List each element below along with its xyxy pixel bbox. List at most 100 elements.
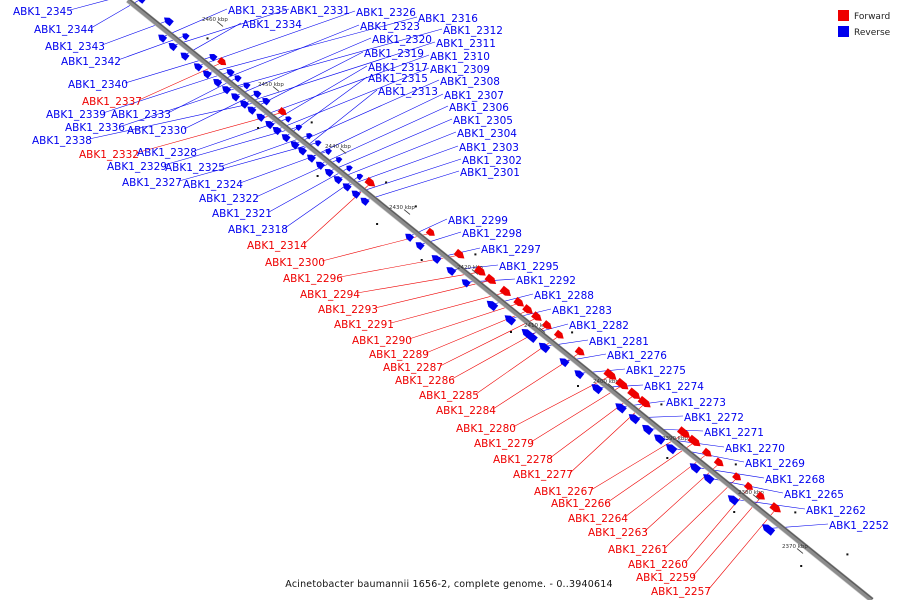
gene-label: ABK1_2285 xyxy=(419,390,479,402)
leader-line xyxy=(321,232,432,262)
gene-arrow-abk1-2290 xyxy=(513,296,524,307)
gene-arrow-abk1-2269 xyxy=(665,444,678,455)
gene-arrow-abk1-2305 xyxy=(324,169,334,178)
leader-line xyxy=(310,93,444,158)
gene-arrow-abk1-2259 xyxy=(755,491,765,500)
gene-arrow-abk1-2281 xyxy=(538,342,551,354)
leader-line xyxy=(88,100,266,140)
tick-mark xyxy=(339,148,347,154)
gene-label: ABK1_2324 xyxy=(183,179,243,191)
gene-label: ABK1_2259 xyxy=(636,572,696,584)
leader-line xyxy=(161,8,228,38)
gene-arrow-abk1-2329 xyxy=(295,124,303,131)
gene-label: ABK1_2283 xyxy=(552,305,612,317)
tick-mark xyxy=(676,440,684,446)
tick-label: 2390 kbp xyxy=(662,436,688,442)
leader-line xyxy=(259,54,430,117)
minor-feature xyxy=(846,553,849,556)
gene-arrow-abk1-2260 xyxy=(744,481,753,490)
gene-label: ABK1_2296 xyxy=(283,273,343,285)
minor-feature xyxy=(794,511,797,514)
tick-label: 2380 kbp xyxy=(738,490,764,496)
gene-label: ABK1_2312 xyxy=(443,25,503,37)
leader-line xyxy=(363,170,460,201)
gene-label: ABK1_2299 xyxy=(448,215,508,227)
leader-line xyxy=(339,254,461,278)
gene-arrow-abk1-2285 xyxy=(553,329,564,339)
gene-arrow-abk1-2308 xyxy=(290,141,300,150)
tick-label: 2410 kbp xyxy=(524,323,550,329)
tick-label: 2430 kbp xyxy=(389,205,415,211)
gene-arrow-abk1-2277 xyxy=(637,395,651,408)
gene-arrow-abk1-2295 xyxy=(446,267,457,276)
minor-feature xyxy=(510,331,512,333)
gene-label: ABK1_2268 xyxy=(765,474,825,486)
tick-mark xyxy=(216,21,224,27)
gene-label: ABK1_2278 xyxy=(493,454,553,466)
gene-arrow-abk1-2315 xyxy=(281,134,291,143)
minor-feature xyxy=(414,205,417,208)
leader-line xyxy=(451,325,549,380)
leader-line xyxy=(221,135,309,167)
leader-line xyxy=(234,37,372,97)
gene-label: ABK1_2339 xyxy=(46,109,106,121)
gene-arrow-abk1-2272 xyxy=(628,414,641,425)
tick-label: 2420 kbp xyxy=(457,265,483,271)
gene-label: ABK1_2284 xyxy=(436,405,496,417)
gene-label: ABK1_2266 xyxy=(551,498,611,510)
gene-arrow-abk1-2336 xyxy=(243,82,251,90)
gene-label: ABK1_2293 xyxy=(318,304,378,316)
tick-mark xyxy=(538,327,546,333)
gene-arrow-abk1-2339 xyxy=(226,69,235,77)
leader-line xyxy=(607,441,696,503)
minor-feature xyxy=(734,463,737,466)
tick-mark xyxy=(272,86,280,92)
gene-arrow-abk1-2261 xyxy=(732,472,741,481)
minor-feature xyxy=(385,181,388,184)
leader-line xyxy=(644,462,720,532)
gene-arrow-abk1-2291 xyxy=(499,285,511,296)
gene-label: ABK1_2291 xyxy=(334,319,394,331)
gene-arrow-abk1-2278 xyxy=(627,387,641,399)
minor-feature xyxy=(733,511,736,513)
gene-arrow-abk1-2314 xyxy=(364,176,376,187)
gene-arrow-abk1-2262 xyxy=(727,495,740,506)
leader-line xyxy=(124,56,213,84)
gene-arrow-abk1-2267 xyxy=(677,426,691,438)
leader-line xyxy=(225,28,443,90)
gene-arrow-abk1-2306 xyxy=(315,161,325,170)
tick-mark xyxy=(796,548,804,554)
leader-line xyxy=(193,118,288,152)
gene-label: ABK1_2326 xyxy=(356,7,416,19)
gene-arrow-abk1-2342 xyxy=(182,33,190,41)
gene-label: ABK1_2289 xyxy=(369,349,429,361)
gene-arrow-abk1-2299 xyxy=(405,233,415,242)
minor-feature xyxy=(316,175,319,177)
gene-label: ABK1_2321 xyxy=(212,208,272,220)
leader-lines xyxy=(69,0,829,591)
gene-label: ABK1_2260 xyxy=(628,559,688,571)
tick-mark xyxy=(607,383,615,389)
leader-line xyxy=(491,293,534,305)
leader-line xyxy=(216,24,360,83)
gene-arrow-abk1-2340 xyxy=(209,54,218,62)
gene-arrow-abk1-2275 xyxy=(574,370,585,380)
minor-feature xyxy=(666,457,669,459)
gene-label: ABK1_2315 xyxy=(368,73,428,85)
tick-marks: 2460 kbp 2450 kbp 2440 kbp 2430 kbp 2420 kbp… xyxy=(202,17,808,554)
leader-line xyxy=(197,10,356,67)
leader-line xyxy=(355,158,462,194)
genome-backbone xyxy=(126,0,874,600)
leader-line xyxy=(543,339,589,347)
gene-label: ABK1_2318 xyxy=(228,224,288,236)
gene-label: ABK1_2270 xyxy=(725,443,785,455)
gene-arrow-abk1-2282 xyxy=(521,329,538,343)
gene-arrow-abk1-2304 xyxy=(333,176,343,185)
gene-label: ABK1_2274 xyxy=(644,381,704,393)
gene-label: ABK1_2304 xyxy=(457,128,517,140)
gene-label: ABK1_2292 xyxy=(516,275,576,287)
tick-mark xyxy=(471,269,479,275)
gene-label: ABK1_2294 xyxy=(300,289,360,301)
gene-arrow-abk1-2284 xyxy=(574,346,585,356)
leader-line xyxy=(569,402,646,474)
